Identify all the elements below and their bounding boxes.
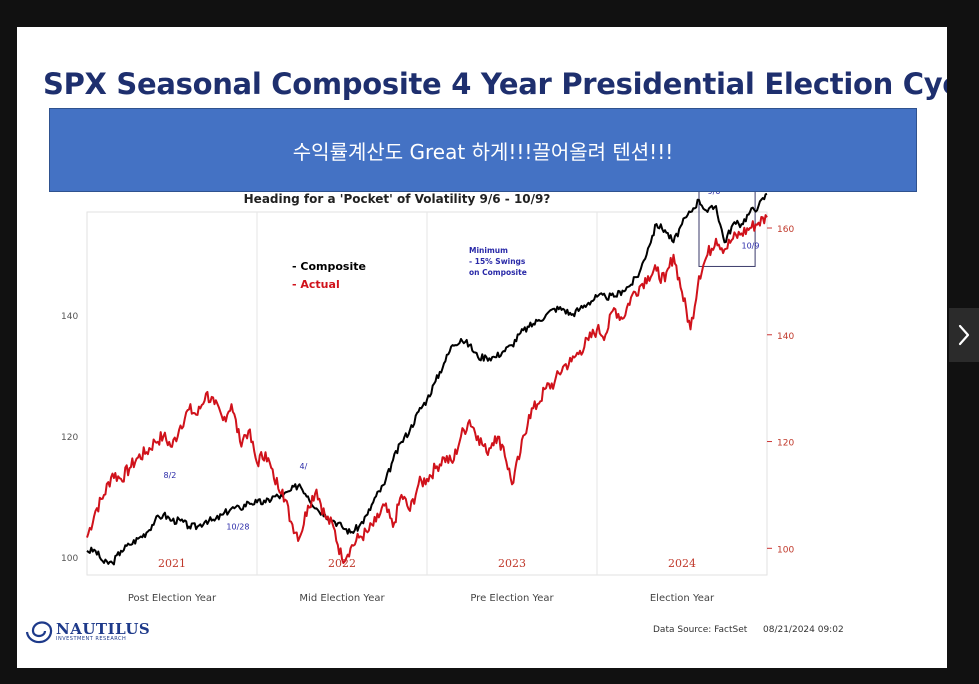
data-source-date: 08/21/2024 09:02 <box>763 625 844 635</box>
slide-title: SPX Seasonal Composite 4 Year Presidenti… <box>43 67 947 101</box>
point-label: 10/28 <box>226 523 249 532</box>
right-axis-tick-label: 100 <box>777 545 794 555</box>
banner-text: 수익률계산도 Great 하게!!!끌어올려 텐션!!! <box>292 139 674 164</box>
footer-logo: NAUTILUS INVESTMENT RESEARCH <box>22 617 150 647</box>
next-slide-button[interactable] <box>949 308 979 362</box>
phase-label: Pre Election Year <box>470 593 554 604</box>
series-line-composite <box>86 192 768 566</box>
right-axis-tick-label: 160 <box>777 225 794 235</box>
legend-composite: - Composite <box>292 260 366 273</box>
point-label: 4/ <box>300 462 308 471</box>
left-axis-tick-label: 140 <box>61 312 78 322</box>
annotation-note: on Composite <box>469 268 527 277</box>
annotation-note: - 15% Swings <box>469 257 526 266</box>
overlay-banner: 수익률계산도 Great 하게!!!끌어올려 텐션!!! <box>49 108 917 192</box>
election-cycle-chart: 100 120 140 100 120 140 160 2021 2022 2023 2024 Pos… <box>61 187 794 604</box>
right-axis-tick-label: 120 <box>777 439 794 449</box>
left-axis-tick-label: 100 <box>61 554 78 564</box>
logo-subtitle: INVESTMENT RESEARCH <box>56 636 127 642</box>
point-label: 10/9 <box>742 241 760 250</box>
chevron-right-icon <box>958 324 970 346</box>
phase-label: Post Election Year <box>128 593 217 604</box>
left-axis-tick-label: 120 <box>61 433 78 443</box>
point-label: 8/2 <box>164 471 177 480</box>
data-source: Data Source: FactSet <box>653 625 748 635</box>
slide: 100 120 140 100 120 140 160 2021 2022 2023 2024 Pos… <box>17 27 947 668</box>
phase-label: Mid Election Year <box>299 593 385 604</box>
year-label: 2024 <box>668 557 696 570</box>
right-axis-tick-label: 140 <box>777 332 794 342</box>
year-label: 2021 <box>158 557 186 570</box>
year-label: 2023 <box>498 557 526 570</box>
year-label: 2022 <box>328 557 356 570</box>
logo-word: NAUTILUS <box>56 620 151 638</box>
series-line-actual <box>86 214 768 564</box>
annotation-note: Minimum <box>469 246 508 255</box>
nautilus-swirl-icon <box>25 621 53 644</box>
legend-actual: - Actual <box>292 278 340 291</box>
chart-subtitle: Heading for a 'Pocket' of Volatility 9/6… <box>244 192 551 206</box>
phase-label: Election Year <box>650 593 715 604</box>
